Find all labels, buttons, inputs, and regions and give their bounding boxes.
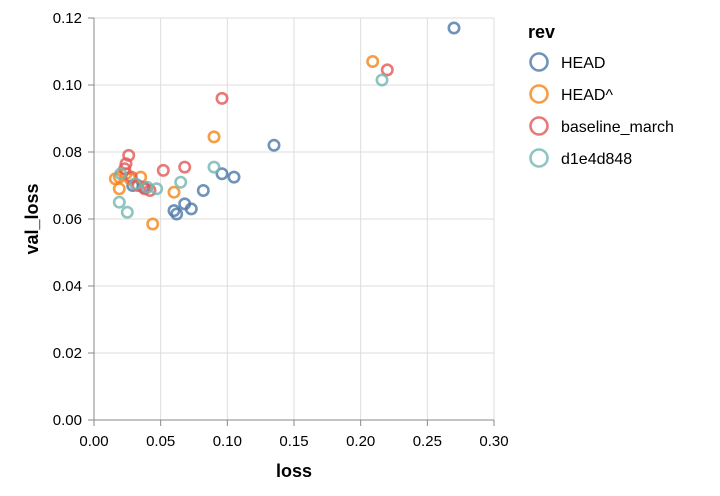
data-point-d1e4d848: [375, 73, 389, 87]
y-tick-label: 0.04: [53, 278, 82, 295]
x-tick-label: 0.25: [413, 433, 442, 450]
x-tick-label: 0.20: [346, 433, 375, 450]
legend-symbol: [529, 116, 549, 136]
y-tick-label: 0.08: [53, 144, 82, 161]
legend-label: d1e4d848: [561, 151, 632, 168]
y-tick-label: 0.10: [53, 77, 82, 94]
legend-item-d1e4d848: d1e4d848: [529, 148, 632, 168]
data-point-head: [170, 207, 184, 221]
data-point-head: [146, 217, 160, 231]
data-point-head: [215, 167, 229, 181]
data-point-d1e4d848: [112, 195, 126, 209]
y-tick-label: 0.06: [53, 211, 82, 228]
data-point-head: [196, 184, 210, 198]
data-point-head: [227, 170, 241, 184]
data-point-head: [267, 138, 281, 152]
y-axis-title: val_loss: [22, 183, 42, 254]
data-point-head: [112, 182, 126, 196]
data-point-d1e4d848: [114, 167, 128, 181]
x-axis: 0.00 0.05 0.10 0.15 0.20 0.25 0.30: [79, 420, 509, 450]
y-axis: 0.00 0.02 0.04 0.06 0.08 0.10 0.12: [53, 10, 94, 429]
legend-label: baseline_march: [561, 119, 674, 136]
x-tick-label: 0.10: [213, 433, 242, 450]
y-tick-label: 0.00: [53, 412, 82, 429]
legend-symbol: [529, 148, 549, 168]
data-point-d1e4d848: [174, 175, 188, 189]
x-tick-label: 0.05: [146, 433, 175, 450]
data-point-d1e4d848: [140, 180, 154, 194]
data-point-baseline-march: [156, 163, 170, 177]
legend: rev HEAD HEAD^ baseline_march d1e4d848: [528, 22, 674, 168]
legend-item-head: HEAD^: [529, 84, 613, 104]
data-point-baseline-march: [380, 63, 394, 77]
data-points: [108, 21, 461, 231]
y-tick-label: 0.12: [53, 10, 82, 27]
data-point-head: [167, 185, 181, 199]
legend-title: rev: [528, 22, 555, 42]
legend-symbol: [529, 52, 549, 72]
data-point-d1e4d848: [128, 177, 142, 191]
data-point-head: [207, 130, 221, 144]
data-point-d1e4d848: [120, 205, 134, 219]
data-point-head: [366, 54, 380, 68]
x-tick-label: 0.30: [479, 433, 508, 450]
y-tick-label: 0.02: [53, 345, 82, 362]
x-tick-label: 0.00: [79, 433, 108, 450]
data-point-baseline-march: [122, 148, 136, 162]
legend-item-baseline-march: baseline_march: [529, 116, 674, 136]
legend-label: HEAD^: [561, 87, 613, 104]
data-point-head: [184, 202, 198, 216]
legend-symbol: [529, 84, 549, 104]
data-point-d1e4d848: [207, 160, 221, 174]
grid-lines: [93, 17, 495, 421]
x-tick-label: 0.15: [279, 433, 308, 450]
legend-item-head: HEAD: [529, 52, 605, 72]
data-point-baseline-march: [178, 160, 192, 174]
x-axis-title: loss: [276, 461, 312, 481]
legend-label: HEAD: [561, 55, 605, 72]
data-point-baseline-march: [215, 91, 229, 105]
data-point-head: [447, 21, 461, 35]
